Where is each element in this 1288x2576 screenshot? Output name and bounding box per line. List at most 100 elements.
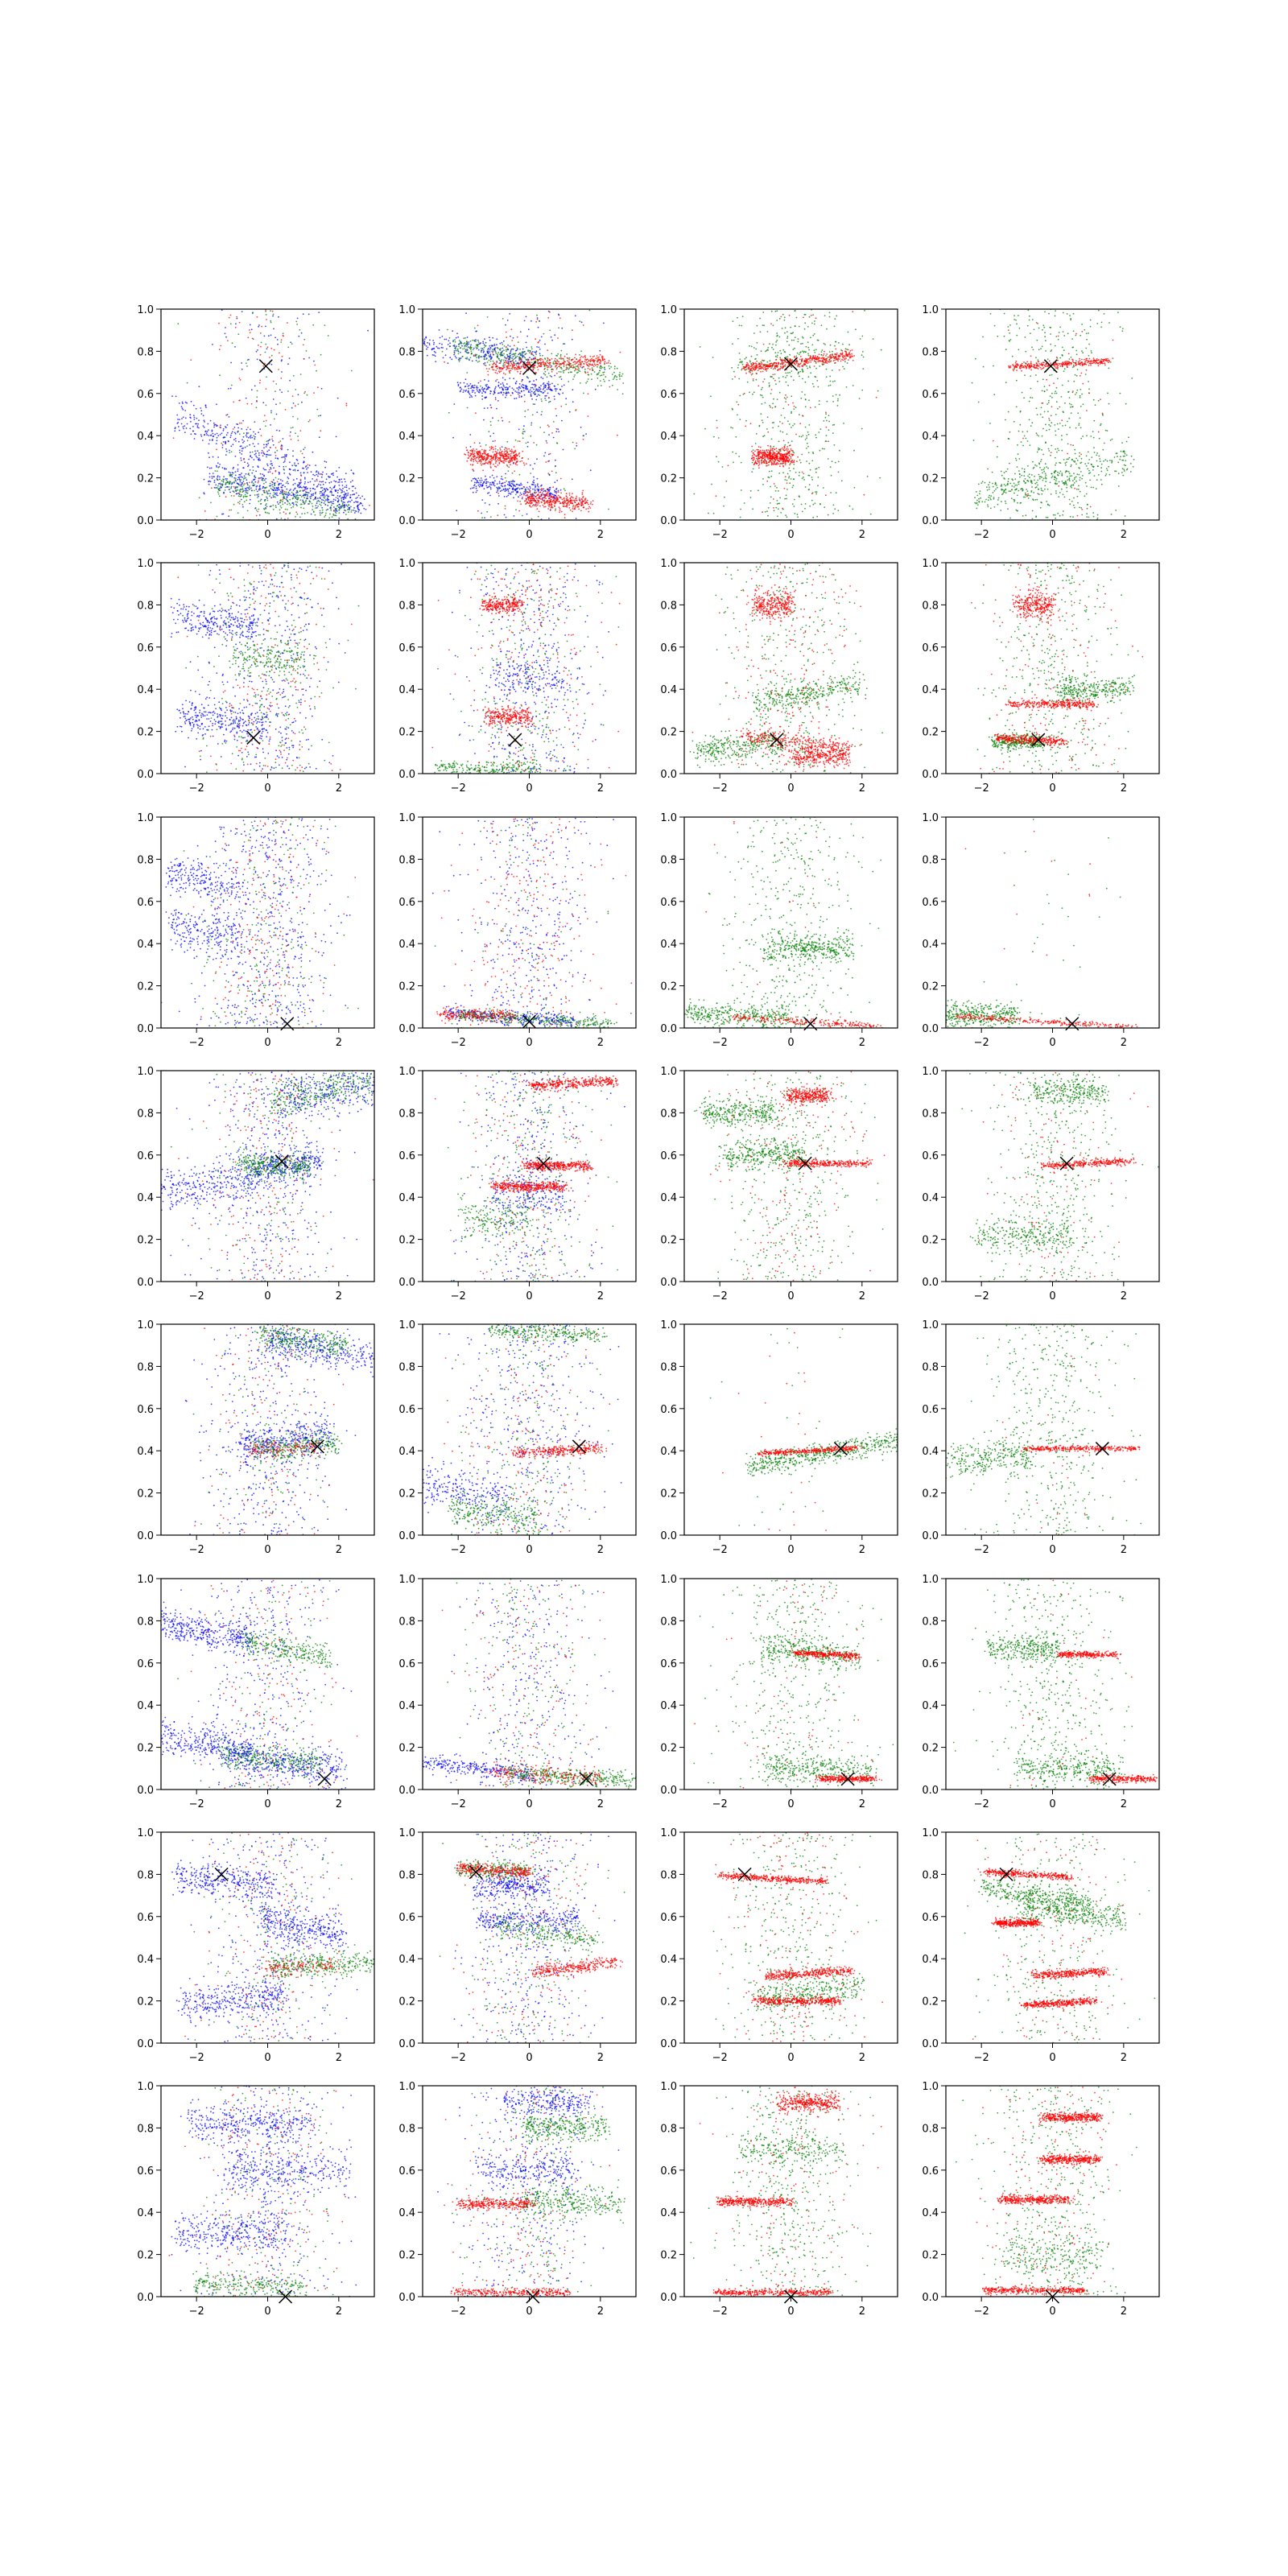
y-tick-label: 0.6 <box>398 389 415 401</box>
y-tick-label: 0.4 <box>398 431 415 443</box>
series-red <box>431 564 621 774</box>
series-green <box>690 2086 874 2297</box>
y-tick-label: 0.8 <box>398 1616 415 1628</box>
scatter-points <box>161 1579 358 1790</box>
axes-frame <box>160 1578 375 1790</box>
subplot-r5-c4: −2 0 2 0.0 0.2 0.4 0.6 0.8 1.0 <box>922 1319 1160 1556</box>
y-tick-label: 1.0 <box>660 2081 677 2093</box>
x-tick-label: 0 <box>526 1290 532 1302</box>
y-tick-label: 0.6 <box>398 897 415 909</box>
x-tick-label: −2 <box>712 1037 728 1049</box>
y-tick-label: 0.2 <box>922 727 939 739</box>
x-tick-label: −2 <box>712 2306 728 2318</box>
x-tick-label: 2 <box>859 1037 865 1049</box>
x-tick-label: 2 <box>597 1290 604 1302</box>
subplot-r7-c1: −2 0 2 0.0 0.2 0.4 0.6 0.8 1.0 <box>137 1827 375 2064</box>
subplot-r5-c2: −2 0 2 0.0 0.2 0.4 0.6 0.8 1.0 <box>398 1319 637 1556</box>
series-red <box>972 1839 1125 2040</box>
y-tick-label: 0.4 <box>660 431 677 443</box>
y-tick-label: 0.0 <box>660 1277 677 1289</box>
y-tick-label: 0.4 <box>922 1192 939 1204</box>
series-green <box>451 2086 625 2294</box>
series-red <box>703 1071 886 1282</box>
x-marker <box>572 1439 586 1454</box>
scatter-points <box>431 563 621 774</box>
subplot-r3-c2: −2 0 2 0.0 0.2 0.4 0.6 0.8 1.0 <box>398 812 637 1049</box>
x-tick-label: −2 <box>974 1037 989 1049</box>
series-blue <box>171 309 369 520</box>
x-tick-label: 2 <box>336 1037 342 1049</box>
scatter-points <box>964 1833 1156 2043</box>
y-tick-label: 0.2 <box>922 473 939 485</box>
series-green <box>192 1324 353 1535</box>
y-tick-label: 1.0 <box>922 1827 939 1839</box>
x-tick-label: 2 <box>859 1290 865 1302</box>
x-marker <box>783 2289 799 2304</box>
x-tick-label: −2 <box>974 2052 989 2064</box>
y-tick-label: 0.4 <box>398 684 415 696</box>
axes-frame <box>945 562 1160 774</box>
y-tick-label: 0.8 <box>398 2123 415 2135</box>
y-tick-label: 0.6 <box>660 2165 677 2178</box>
x-tick-label: 2 <box>597 1544 604 1556</box>
series-green <box>177 1580 347 1790</box>
y-tick-label: 1.0 <box>660 1827 677 1839</box>
x-marker <box>1043 359 1058 374</box>
x-tick-label: 2 <box>859 1798 865 1810</box>
x-tick-label: 0 <box>526 1037 532 1049</box>
subplot-r8-c3: −2 0 2 0.0 0.2 0.4 0.6 0.8 1.0 <box>660 2081 898 2318</box>
subplot-r1-c1: −2 0 2 0.0 0.2 0.4 0.6 0.8 1.0 <box>137 304 375 541</box>
y-tick-label: 0.8 <box>922 600 939 612</box>
x-tick-label: 0 <box>787 1798 794 1810</box>
y-tick-label: 0.4 <box>922 1700 939 1712</box>
y-tick-label: 1.0 <box>398 1827 415 1839</box>
y-tick-label: 0.2 <box>922 1996 939 2008</box>
y-tick-label: 0.2 <box>922 2250 939 2262</box>
y-tick-label: 0.6 <box>922 642 939 654</box>
x-tick-label: 0 <box>526 529 532 541</box>
y-tick-label: 0.0 <box>398 2292 415 2304</box>
y-tick-label: 1.0 <box>137 304 154 316</box>
series-blue <box>165 817 351 1028</box>
series-green <box>441 309 625 520</box>
scatter-points <box>171 309 370 520</box>
series-green <box>434 817 632 1028</box>
x-tick-label: 0 <box>526 2306 532 2318</box>
scatter-points <box>171 1832 374 2043</box>
y-tick-label: 0.0 <box>922 1023 939 1035</box>
y-tick-label: 1.0 <box>137 812 154 824</box>
y-tick-label: 0.4 <box>660 1192 677 1204</box>
axes-frame <box>945 816 1160 1029</box>
x-tick-label: −2 <box>712 529 728 541</box>
x-tick-label: 0 <box>264 1544 270 1556</box>
scatter-points <box>693 309 882 520</box>
x-tick-label: 2 <box>597 2306 604 2318</box>
y-tick-label: 0.2 <box>660 1743 677 1755</box>
y-tick-label: 1.0 <box>922 812 939 824</box>
subplot-r7-c4: −2 0 2 0.0 0.2 0.4 0.6 0.8 1.0 <box>922 1827 1160 2064</box>
y-tick-label: 1.0 <box>922 1574 939 1586</box>
x-tick-label: 0 <box>787 1290 794 1302</box>
subplot-r4-c1: −2 0 2 0.0 0.2 0.4 0.6 0.8 1.0 <box>137 1066 375 1302</box>
y-tick-label: 0.4 <box>398 1700 415 1712</box>
y-tick-label: 1.0 <box>922 304 939 316</box>
x-tick-label: −2 <box>189 1798 204 1810</box>
x-tick-label: 2 <box>597 2052 604 2064</box>
x-marker <box>280 1017 295 1031</box>
y-tick-label: 0.4 <box>398 1954 415 1966</box>
y-tick-label: 0.4 <box>137 684 154 696</box>
subplot-r2-c3: −2 0 2 0.0 0.2 0.4 0.6 0.8 1.0 <box>660 558 898 795</box>
y-tick-label: 0.8 <box>137 2123 154 2135</box>
series-red <box>452 1832 624 2043</box>
x-tick-label: 0 <box>787 1037 794 1049</box>
series-green <box>946 1324 1142 1535</box>
x-tick-label: 2 <box>1121 782 1127 795</box>
y-tick-label: 0.0 <box>137 2038 154 2050</box>
y-tick-label: 0.0 <box>660 2292 677 2304</box>
series-green <box>709 1327 898 1526</box>
scatter-points <box>168 2086 357 2297</box>
x-tick-label: −2 <box>189 1544 204 1556</box>
x-tick-label: 0 <box>264 1037 270 1049</box>
x-tick-label: 0 <box>787 782 794 795</box>
y-tick-label: 0.2 <box>660 1996 677 2008</box>
